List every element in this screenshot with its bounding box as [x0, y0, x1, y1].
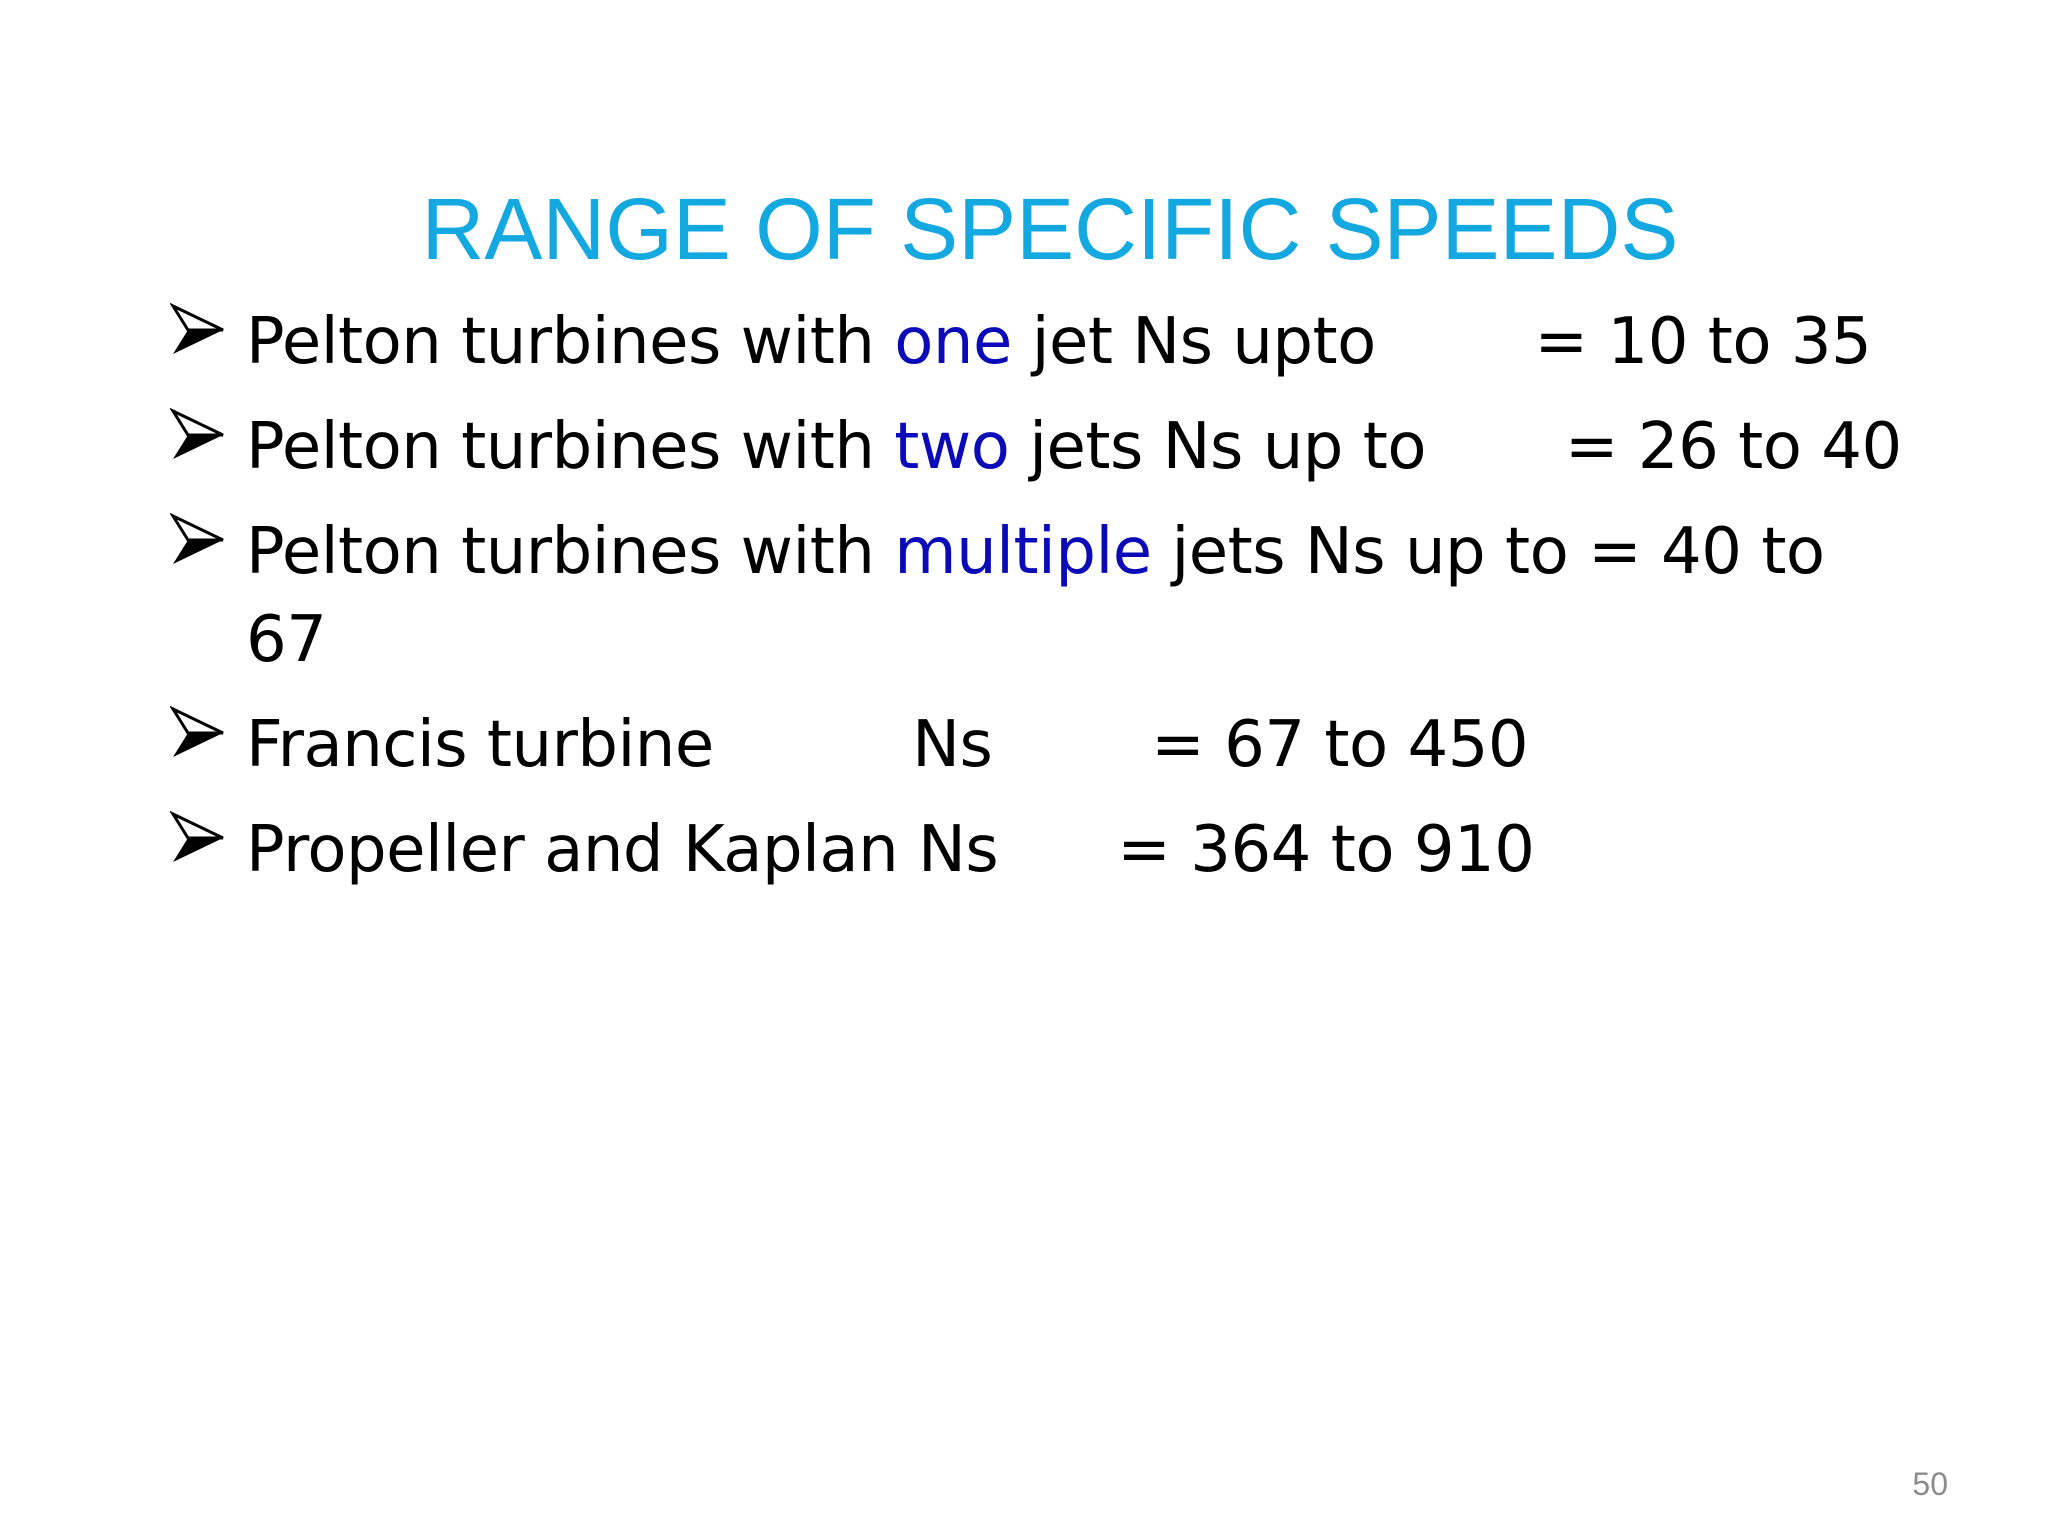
highlighted-word: two — [894, 410, 1010, 484]
slide-title: RANGE OF SPECIFIC SPEEDS — [421, 181, 1679, 278]
bullet-list: Pelton turbines with one jet Ns upto = 1… — [170, 298, 1910, 911]
page-number: 50 — [1912, 1466, 1948, 1502]
bullet-text: Pelton turbines with two jets Ns up to =… — [246, 410, 1902, 484]
bullet-text: Pelton turbines with one jet Ns upto = 1… — [246, 305, 1872, 379]
arrowhead-bullet-icon — [170, 298, 246, 386]
arrowhead-bullet-icon — [170, 806, 246, 894]
arrowhead-bullet-icon — [170, 403, 246, 491]
bullet-item: Propeller and Kaplan Ns = 364 to 910 — [170, 806, 1910, 894]
highlighted-word: multiple — [894, 515, 1152, 589]
bullet-text: Pelton turbines with multiple jets Ns up… — [246, 515, 1845, 677]
arrowhead-bullet-icon — [170, 508, 246, 596]
bullet-item: Pelton turbines with multiple jets Ns up… — [170, 508, 1910, 684]
bullet-text: Propeller and Kaplan Ns = 364 to 910 — [246, 813, 1535, 887]
bullet-item: Pelton turbines with two jets Ns up to =… — [170, 403, 1910, 491]
highlighted-word: one — [894, 305, 1012, 379]
bullet-item: Pelton turbines with one jet Ns upto = 1… — [170, 298, 1910, 386]
bullet-text: Francis turbine Ns = 67 to 450 — [246, 708, 1529, 782]
arrowhead-bullet-icon — [170, 701, 246, 789]
bullet-item: Francis turbine Ns = 67 to 450 — [170, 701, 1910, 789]
